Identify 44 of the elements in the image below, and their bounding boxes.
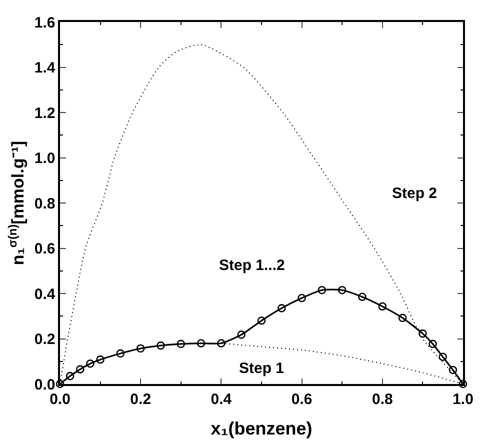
y-tick-label: 0.0 (34, 376, 56, 394)
x-tick-label: 0.6 (291, 390, 312, 408)
y-tick-label: 0.4 (34, 286, 56, 303)
text: Step 2 (392, 185, 438, 202)
point (298, 294, 306, 302)
x-axis-title: x₁(benzene) (210, 418, 312, 438)
point (448, 366, 458, 374)
x-tick-label: 0.0 (50, 390, 70, 408)
y-tick-label: 1.6 (34, 14, 56, 32)
y-tick-label: 0.2 (34, 331, 56, 348)
series-label: Step 1...2 (219, 257, 285, 274)
y-tick-label: 0.6 (34, 240, 56, 258)
point (257, 316, 266, 325)
point (418, 329, 427, 338)
point (428, 340, 437, 348)
point (217, 339, 226, 348)
x-tick-label: 0.2 (130, 390, 152, 408)
y-tick-label: 1.0 (34, 150, 56, 167)
x-tick-label: 1.0 (452, 390, 474, 408)
point (156, 341, 165, 350)
point (398, 314, 407, 322)
point (176, 340, 186, 348)
point (458, 380, 468, 388)
point (86, 359, 94, 368)
point (278, 304, 286, 312)
point (196, 339, 206, 348)
y-tick-label: 1.2 (34, 104, 56, 122)
point (66, 372, 74, 380)
y-tick-label: 1.4 (34, 60, 56, 76)
point (438, 352, 447, 361)
series-label: Step 1 (239, 360, 284, 377)
x-tick-label: 0.4 (210, 390, 232, 408)
point (76, 365, 84, 374)
x-tick-label: 0.8 (372, 390, 393, 408)
point (96, 355, 104, 364)
y-tick-label: 0.8 (34, 195, 56, 212)
point (116, 349, 125, 358)
point (56, 380, 64, 388)
point (338, 286, 346, 294)
point (318, 286, 326, 294)
point (358, 292, 366, 302)
point (136, 344, 145, 353)
point (237, 330, 246, 339)
point (378, 302, 387, 311)
